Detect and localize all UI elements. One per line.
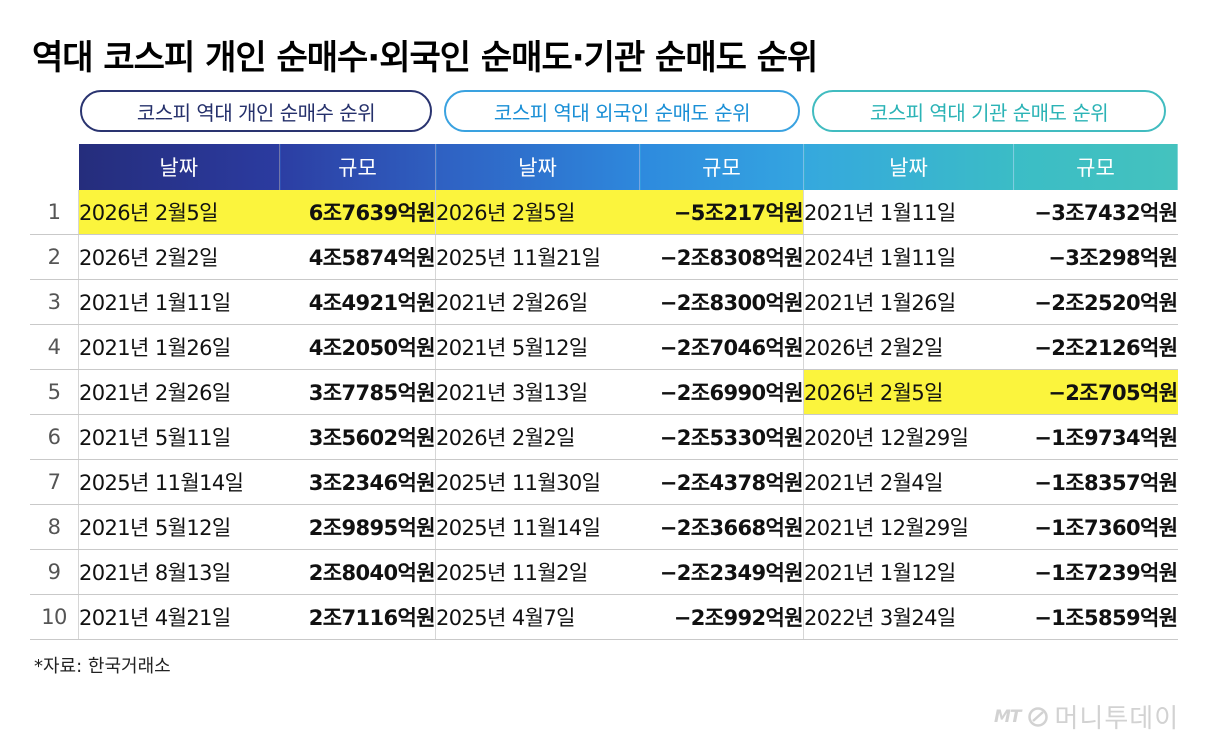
individual-amount-cell: 3조7785억원	[279, 369, 436, 415]
foreign-amount-cell: −2조992억원	[639, 594, 804, 640]
rank-cell: 4	[30, 324, 79, 370]
institution-date-cell: 2024년 1월11일	[803, 234, 1014, 280]
individual-date-cell: 2021년 4월21일	[78, 594, 280, 640]
source-note: *자료: 한국거래소	[34, 656, 171, 677]
rank-cell: 1	[30, 190, 79, 235]
institution-amount-cell: −1조7360억원	[1013, 504, 1178, 550]
foreign-net-sell-label: 코스피 역대 외국인 순매도 순위	[444, 90, 800, 132]
institution-date-cell: 2021년 2월4일	[803, 459, 1014, 505]
institution-amount-cell: −1조8357억원	[1013, 459, 1178, 505]
institution-date-cell: 2020년 12월29일	[803, 414, 1014, 460]
institution-amount-cell: −2조705억원	[1013, 369, 1178, 415]
institution-amount-cell: −3조7432억원	[1013, 190, 1178, 235]
foreign-date-cell: 2026년 2월5일	[435, 190, 640, 235]
individual-amount-cell: 2조7116억원	[279, 594, 436, 640]
table-row: 10 2021년 4월21일 2조7116억원 2025년 4월7일 −2조99…	[30, 594, 1178, 640]
institution-date-cell: 2021년 1월12일	[803, 549, 1014, 595]
individual-date-cell: 2021년 5월11일	[78, 414, 280, 460]
individual-amount-cell: 6조7639억원	[279, 190, 436, 235]
foreign-amount-cell: −2조5330억원	[639, 414, 804, 460]
individual-date-cell: 2021년 1월26일	[78, 324, 280, 370]
institution-date-cell: 2022년 3월24일	[803, 594, 1014, 640]
foreign-date-cell: 2025년 11월30일	[435, 459, 640, 505]
logo-name: 머니투데이	[1054, 704, 1180, 734]
header-row: 날짜 규모 날짜 규모 날짜 규모	[30, 144, 1178, 190]
rank-cell: 3	[30, 279, 79, 325]
foreign-date-cell: 2021년 2월26일	[435, 279, 640, 325]
individual-date-cell: 2021년 8월13일	[78, 549, 280, 595]
foreign-date-cell: 2025년 4월7일	[435, 594, 640, 640]
institution-amount-cell: −1조5859억원	[1013, 594, 1178, 640]
foreign-amount-cell: −2조8308억원	[639, 234, 804, 280]
rank-cell: 9	[30, 549, 79, 595]
foreign-amount-cell: −2조6990억원	[639, 369, 804, 415]
foreign-date-cell: 2021년 5월12일	[435, 324, 640, 370]
institution-date-cell: 2021년 12월29일	[803, 504, 1014, 550]
table-row: 5 2021년 2월26일 3조7785억원 2021년 3월13일 −2조69…	[30, 369, 1178, 415]
individual-date-cell: 2026년 2월5일	[78, 190, 280, 235]
table-row: 3 2021년 1월11일 4조4921억원 2021년 2월26일 −2조83…	[30, 279, 1178, 325]
institution-net-sell-label: 코스피 역대 기관 순매도 순위	[812, 90, 1166, 132]
page-title: 역대 코스피 개인 순매수·외국인 순매도·기관 순매도 순위	[32, 38, 818, 78]
individual-amount-cell: 4조2050억원	[279, 324, 436, 370]
individual-date-cell: 2021년 1월11일	[78, 279, 280, 325]
table-row: 2 2026년 2월2일 4조5874억원 2025년 11월21일 −2조83…	[30, 234, 1178, 280]
individual-net-buy-label: 코스피 역대 개인 순매수 순위	[80, 90, 432, 132]
institution-date-cell: 2021년 1월11일	[803, 190, 1014, 235]
rank-cell: 7	[30, 459, 79, 505]
institution-date-header: 날짜	[803, 144, 1014, 190]
table-row: 9 2021년 8월13일 2조8040억원 2025년 11월2일 −2조23…	[30, 549, 1178, 595]
table-row: 8 2021년 5월12일 2조9895억원 2025년 11월14일 −2조3…	[30, 504, 1178, 550]
individual-amount-header: 규모	[279, 144, 436, 190]
individual-amount-cell: 3조2346억원	[279, 459, 436, 505]
ranking-table: 날짜 규모 날짜 규모 날짜 규모 1 2026년 2월5일 6조7639억원 …	[30, 144, 1178, 640]
institution-amount-header: 규모	[1013, 144, 1178, 190]
table-row: 7 2025년 11월14일 3조2346억원 2025년 11월30일 −2조…	[30, 459, 1178, 505]
foreign-date-cell: 2021년 3월13일	[435, 369, 640, 415]
individual-amount-cell: 3조5602억원	[279, 414, 436, 460]
institution-date-cell: 2021년 1월26일	[803, 279, 1014, 325]
rank-cell: 5	[30, 369, 79, 415]
foreign-date-cell: 2025년 11월21일	[435, 234, 640, 280]
foreign-date-cell: 2025년 11월2일	[435, 549, 640, 595]
foreign-amount-cell: −2조4378억원	[639, 459, 804, 505]
institution-amount-cell: −1조9734억원	[1013, 414, 1178, 460]
foreign-amount-cell: −5조217억원	[639, 190, 804, 235]
table-row: 1 2026년 2월5일 6조7639억원 2026년 2월5일 −5조217억…	[30, 190, 1178, 235]
foreign-date-cell: 2025년 11월14일	[435, 504, 640, 550]
rank-cell: 8	[30, 504, 79, 550]
rank-cell: 6	[30, 414, 79, 460]
logo-mark: MT	[994, 706, 1021, 727]
individual-date-cell: 2025년 11월14일	[78, 459, 280, 505]
foreign-amount-cell: −2조3668억원	[639, 504, 804, 550]
individual-amount-cell: 2조8040억원	[279, 549, 436, 595]
individual-amount-cell: 2조9895억원	[279, 504, 436, 550]
individual-date-cell: 2021년 2월26일	[78, 369, 280, 415]
individual-amount-cell: 4조5874억원	[279, 234, 436, 280]
institution-date-cell: 2026년 2월5일	[803, 369, 1014, 415]
foreign-amount-cell: −2조8300억원	[639, 279, 804, 325]
table-row: 6 2021년 5월11일 3조5602억원 2026년 2월2일 −2조533…	[30, 414, 1178, 460]
individual-date-header: 날짜	[78, 144, 280, 190]
institution-date-cell: 2026년 2월2일	[803, 324, 1014, 370]
individual-amount-cell: 4조4921억원	[279, 279, 436, 325]
individual-date-cell: 2021년 5월12일	[78, 504, 280, 550]
publisher-logo: MT 머니투데이	[994, 698, 1179, 735]
rank-cell: 2	[30, 234, 79, 280]
foreign-amount-header: 규모	[639, 144, 804, 190]
institution-amount-cell: −3조298억원	[1013, 234, 1178, 280]
rank-header	[30, 144, 79, 190]
institution-amount-cell: −1조7239억원	[1013, 549, 1178, 595]
institution-amount-cell: −2조2520억원	[1013, 279, 1178, 325]
foreign-amount-cell: −2조2349억원	[639, 549, 804, 595]
institution-amount-cell: −2조2126억원	[1013, 324, 1178, 370]
individual-date-cell: 2026년 2월2일	[78, 234, 280, 280]
foreign-date-cell: 2026년 2월2일	[435, 414, 640, 460]
foreign-amount-cell: −2조7046억원	[639, 324, 804, 370]
table-row: 4 2021년 1월26일 4조2050억원 2021년 5월12일 −2조70…	[30, 324, 1178, 370]
logo-circle-icon	[1027, 706, 1048, 727]
rank-cell: 10	[30, 594, 79, 640]
foreign-date-header: 날짜	[435, 144, 640, 190]
